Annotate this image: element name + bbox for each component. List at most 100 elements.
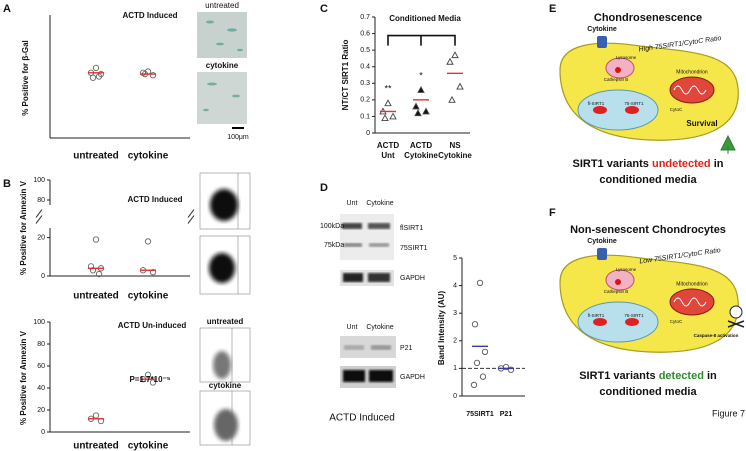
lane-label: Cytokine bbox=[366, 200, 393, 207]
data-point bbox=[95, 270, 103, 278]
stimulus-label: Cytokine bbox=[587, 26, 617, 33]
y-tick-label: 40 bbox=[37, 385, 45, 392]
x-tick-label: Cytokine bbox=[438, 151, 472, 160]
skull-icon bbox=[727, 320, 745, 328]
data-point bbox=[470, 381, 478, 389]
y-axis-label: % Positive for Annexin V bbox=[19, 330, 28, 425]
data-point bbox=[87, 263, 95, 270]
figure-label: Figure 7 bbox=[712, 408, 745, 418]
x-tick-label: Cytokine bbox=[404, 151, 438, 160]
plot-title: ACTD Un-induced bbox=[118, 321, 187, 330]
caption: SIRT1 variants detected in bbox=[579, 370, 717, 382]
mitochondrion bbox=[669, 76, 715, 104]
diagram-label: Lysosome bbox=[616, 267, 637, 272]
diagram-label: Mitochondrion bbox=[676, 69, 708, 75]
diagram-label: fl-SIRT1 bbox=[588, 313, 605, 318]
panel-label: F bbox=[549, 207, 556, 219]
caption: ACTD Induced bbox=[329, 413, 395, 424]
data-point bbox=[381, 114, 389, 122]
x-tick-label: P21 bbox=[500, 411, 513, 418]
data-point bbox=[476, 279, 484, 286]
data-point bbox=[149, 72, 157, 79]
data-point bbox=[384, 99, 392, 107]
y-tick-label: 4 bbox=[453, 282, 457, 289]
lane-label: Cytokine bbox=[366, 324, 393, 331]
data-point bbox=[471, 321, 479, 328]
y-tick-label: 20 bbox=[37, 234, 45, 241]
panel-label: C bbox=[320, 3, 328, 15]
y-tick-label: 3 bbox=[453, 310, 457, 317]
x-tick-label: 75SIRT1 bbox=[466, 411, 494, 418]
diagram-label: Cathepsin B bbox=[604, 77, 629, 82]
sirt1 bbox=[625, 106, 639, 114]
panel-label: B bbox=[3, 178, 11, 190]
data-point bbox=[95, 73, 103, 80]
x-tick-label: ACTD bbox=[377, 141, 399, 150]
y-tick-label: 0.2 bbox=[360, 97, 370, 104]
scale-bar-label: 100μm bbox=[227, 134, 249, 141]
caption-part: in bbox=[711, 158, 724, 170]
y-tick-label: 0.6 bbox=[360, 30, 370, 37]
receptor bbox=[597, 36, 607, 48]
y-tick-label: 1 bbox=[453, 365, 457, 372]
y-tick-label: 2 bbox=[453, 338, 457, 345]
x-tick-label: untreated bbox=[73, 151, 119, 162]
axis-break bbox=[35, 209, 43, 218]
caption-part: SIRT1 variants bbox=[572, 158, 651, 170]
image-label: untreated bbox=[205, 1, 239, 10]
y-tick-label: 0 bbox=[366, 130, 370, 137]
y-tick-label: 0.4 bbox=[360, 64, 370, 71]
y-tick-label: 0.1 bbox=[360, 113, 370, 120]
data-point bbox=[448, 95, 456, 103]
significance: * bbox=[419, 70, 423, 80]
data-point bbox=[414, 109, 422, 117]
stimulus-label: Cytokine bbox=[587, 238, 617, 245]
outcome-label: Caspase-8 activation bbox=[694, 333, 739, 338]
lane-label: Unt bbox=[347, 324, 358, 331]
x-tick-label: Unt bbox=[381, 151, 395, 160]
y-tick-label: 80 bbox=[37, 341, 45, 348]
micrograph bbox=[197, 72, 247, 124]
axis-break bbox=[187, 215, 195, 224]
y-tick-label: 0.5 bbox=[360, 47, 370, 54]
skull-icon bbox=[729, 305, 743, 319]
diagram-label: 75-SIRT1 bbox=[624, 101, 644, 106]
data-point bbox=[417, 85, 425, 93]
plot-title: ACTD Induced bbox=[127, 195, 182, 204]
bracket bbox=[387, 34, 456, 46]
panel-label: E bbox=[549, 3, 556, 15]
data-point bbox=[446, 57, 454, 65]
y-tick-label: 20 bbox=[37, 407, 45, 414]
diagram-label: Cathepsin B bbox=[604, 289, 629, 294]
cristae bbox=[673, 85, 707, 95]
x-tick-label: cytokine bbox=[128, 441, 169, 451]
x-tick-label: cytokine bbox=[128, 151, 169, 162]
data-point bbox=[89, 74, 97, 81]
data-point bbox=[92, 64, 100, 72]
y-axis-label: % Positive for Annexin V bbox=[19, 180, 28, 275]
x-tick-label: untreated bbox=[73, 441, 119, 451]
flow-density bbox=[209, 189, 238, 441]
cathepsin bbox=[615, 67, 621, 73]
diagram-title: Chondrosenescence bbox=[594, 12, 702, 24]
cell-stain bbox=[203, 20, 243, 112]
receptor bbox=[597, 248, 607, 260]
caption: SIRT1 variants undetected in bbox=[572, 158, 723, 170]
significance: ** bbox=[384, 84, 392, 94]
data-point bbox=[473, 359, 481, 367]
data-point bbox=[507, 366, 515, 373]
sirt1 bbox=[593, 318, 607, 326]
size-marker: 75kDa bbox=[324, 242, 344, 249]
data-point bbox=[149, 269, 157, 276]
axis-break bbox=[35, 215, 43, 224]
nucleus bbox=[577, 301, 659, 343]
diagram-label: CytoC bbox=[670, 107, 683, 112]
panel-label: A bbox=[3, 3, 11, 15]
diagram-label: CytoC bbox=[670, 319, 683, 324]
x-tick-label: NS bbox=[449, 141, 461, 150]
y-tick-label: 0.3 bbox=[360, 80, 370, 87]
diagram-label: 75-SIRT1 bbox=[624, 313, 644, 318]
x-tick-label: cytokine bbox=[128, 291, 169, 302]
caption-part: undetected bbox=[652, 158, 711, 170]
